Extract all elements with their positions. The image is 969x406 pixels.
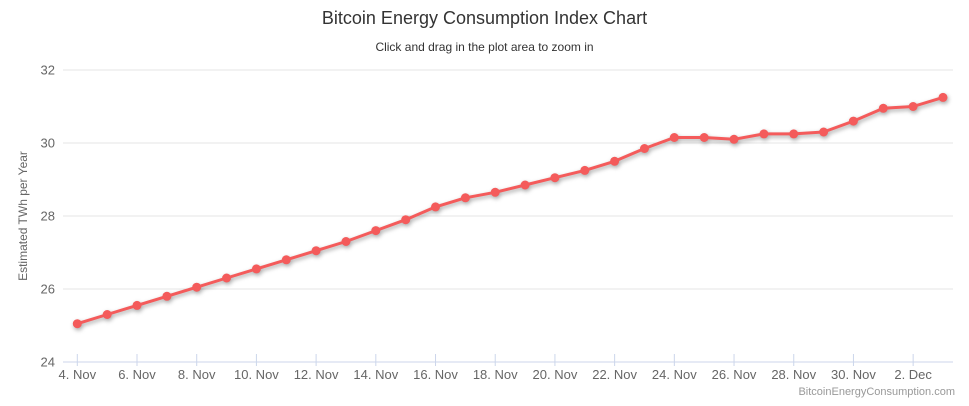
x-axis-tick-label: 16. Nov: [413, 367, 458, 382]
data-point-marker[interactable]: [281, 255, 291, 265]
data-point-marker[interactable]: [819, 127, 829, 137]
data-point-marker[interactable]: [908, 102, 918, 111]
data-point-marker[interactable]: [490, 187, 500, 197]
data-point-marker[interactable]: [878, 103, 888, 113]
x-axis-tick-label: 6. Nov: [118, 367, 156, 382]
data-point-marker[interactable]: [102, 310, 112, 319]
data-point-marker[interactable]: [222, 273, 232, 283]
x-axis-tick-label: 30. Nov: [831, 367, 876, 382]
data-point-marker[interactable]: [729, 134, 739, 144]
x-axis-tick-label: 24. Nov: [652, 367, 697, 382]
y-axis-tick-label: 28: [41, 209, 55, 224]
x-axis-tick-label: 22. Nov: [592, 367, 637, 382]
y-axis-tick-label: 32: [41, 63, 55, 78]
x-axis-tick-label: 8. Nov: [178, 367, 216, 382]
x-axis-tick-label: 20. Nov: [533, 367, 578, 382]
data-point-marker[interactable]: [162, 291, 172, 301]
data-point-marker[interactable]: [132, 300, 142, 310]
x-axis-tick-label: 4. Nov: [59, 367, 97, 382]
y-axis-tick-label: 24: [41, 355, 55, 370]
y-axis-title: Estimated TWh per Year: [16, 151, 30, 281]
x-axis-tick-label: 10. Nov: [234, 367, 279, 382]
x-axis-tick-label: 2. Dec: [894, 367, 932, 382]
data-point-marker[interactable]: [848, 116, 858, 126]
x-axis-tick-label: 14. Nov: [353, 367, 398, 382]
data-point-marker[interactable]: [311, 246, 321, 256]
data-point-marker[interactable]: [520, 180, 530, 190]
data-point-marker[interactable]: [759, 129, 769, 139]
x-axis-tick-label: 12. Nov: [294, 367, 339, 382]
data-point-marker[interactable]: [192, 282, 202, 292]
y-axis-tick-label: 26: [41, 282, 55, 297]
data-point-marker[interactable]: [371, 226, 381, 236]
data-point-marker[interactable]: [341, 237, 351, 246]
data-point-marker[interactable]: [938, 92, 948, 102]
data-point-marker[interactable]: [401, 215, 411, 225]
data-point-marker[interactable]: [72, 319, 82, 329]
series-line-group: [72, 92, 948, 329]
data-point-marker[interactable]: [431, 202, 440, 212]
x-axis-tick-label: 26. Nov: [712, 367, 757, 382]
chart-subtitle: Click and drag in the plot area to zoom …: [375, 40, 594, 54]
data-point-marker[interactable]: [699, 133, 709, 142]
data-point-marker[interactable]: [789, 129, 799, 139]
data-point-marker[interactable]: [669, 133, 679, 142]
series-line: [75, 95, 945, 326]
data-point-marker[interactable]: [640, 144, 649, 153]
x-axis-tick-label: 28. Nov: [771, 367, 816, 382]
y-axis-tick-label: 30: [41, 136, 55, 151]
data-point-marker[interactable]: [550, 173, 560, 183]
watermark-credit[interactable]: BitcoinEnergyConsumption.com: [798, 386, 955, 398]
x-axis-tick-label: 18. Nov: [473, 367, 518, 382]
data-point-marker[interactable]: [580, 165, 590, 175]
chart-title: Bitcoin Energy Consumption Index Chart: [321, 8, 648, 28]
data-point-marker[interactable]: [610, 156, 620, 166]
data-point-marker[interactable]: [460, 193, 470, 203]
data-point-marker[interactable]: [251, 264, 261, 274]
